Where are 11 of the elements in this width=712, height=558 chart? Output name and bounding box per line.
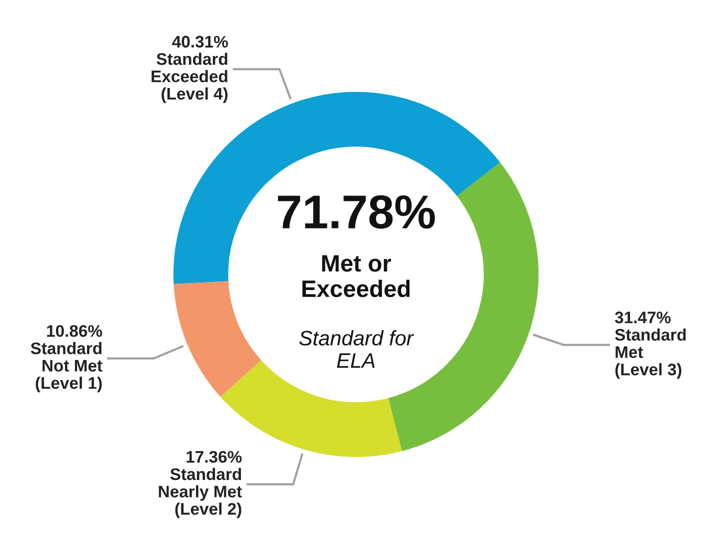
text: 71.78%	[278, 195, 435, 229]
slice-label: Standard Exceeded (Level 4)	[152, 52, 228, 103]
data-label: 40.31%	[172, 36, 228, 48]
text: Met or Exceeded	[302, 255, 410, 298]
slice-label: Standard Nearly Met (Level 2)	[158, 468, 242, 518]
data-label: 31.47%	[614, 312, 671, 324]
slice-label: Standard Not Met (Level 1)	[30, 342, 102, 392]
slice-label: Standard Met (Level 3)	[615, 328, 686, 379]
data-label: 17.36%	[186, 450, 242, 463]
data-label: 10.86%	[47, 325, 102, 337]
text: Standard for ELA	[299, 330, 414, 368]
